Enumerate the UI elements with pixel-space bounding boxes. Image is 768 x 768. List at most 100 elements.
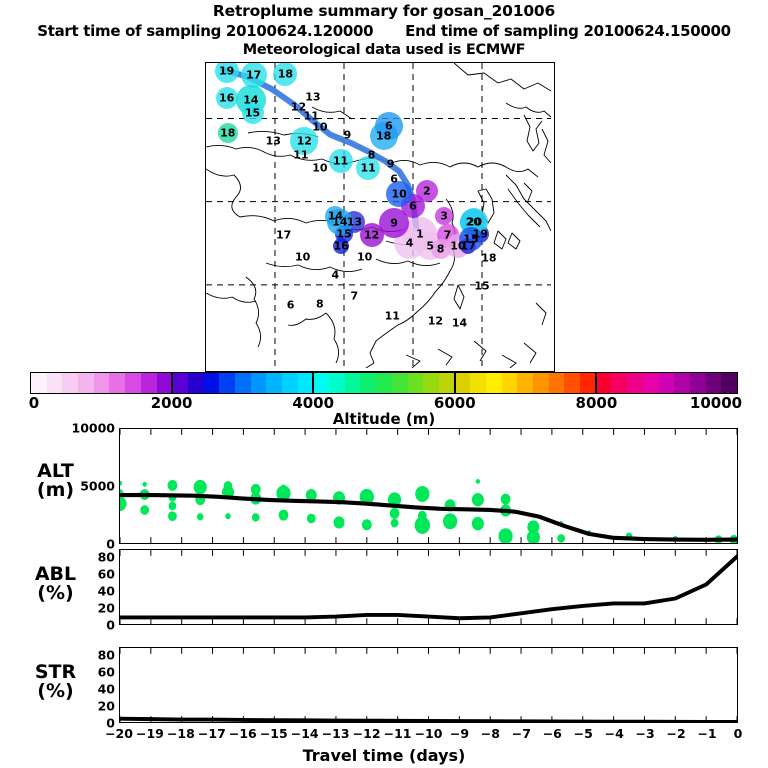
map-day-number: 18 (481, 251, 497, 265)
travel-time-tick-labels: −20 −19 −18 −17 −16 −15 −14 −13 −12 −11 −10 −9 −8 −7−… (105, 726, 742, 742)
colorbar-segment (125, 373, 141, 393)
alt-plot[interactable] (119, 428, 738, 544)
colorbar-segment (156, 373, 173, 393)
alt-label-line2: (m) (36, 479, 75, 502)
colorbar-divider (595, 372, 598, 394)
map-day-number: 8 (367, 148, 376, 161)
plume-centroid-marker (415, 180, 438, 203)
alt-scatter-dot (442, 513, 458, 530)
alt-scatter-dot (389, 507, 400, 519)
x-axis-tick-label: −2 (666, 726, 686, 741)
colorbar-segment (172, 373, 188, 393)
colorbar-segment (109, 373, 126, 393)
abl-plot[interactable] (119, 549, 738, 625)
alt-scatter-dot (333, 516, 345, 529)
altitude-colorbar[interactable] (30, 372, 738, 394)
map-day-number: 8 (316, 297, 324, 311)
alt-scatter-dot (527, 520, 540, 534)
colorbar-segment (627, 373, 643, 393)
x-axis-tick-label: 0 (733, 726, 743, 741)
x-axis-tick-label: −14 (290, 726, 319, 741)
str-plot[interactable] (119, 647, 738, 723)
map-day-number: 14 (327, 209, 344, 222)
x-axis-tick-label: −7 (511, 726, 531, 741)
abl-label-line1: ABL (34, 563, 77, 585)
colorbar-segment (140, 373, 157, 393)
map-day-number: 16 (219, 91, 235, 105)
map-day-number: 10 (312, 161, 328, 175)
map-day-number: 14 (451, 316, 468, 330)
sampling-time-row: Start time of sampling 20100624.120000 E… (0, 22, 768, 40)
alt-plot-graphics (120, 429, 737, 543)
map-day-number: 10 (294, 250, 311, 264)
map-day-number: 15 (463, 232, 479, 246)
gridline-layer (206, 63, 551, 368)
colorbar-segment (689, 373, 706, 393)
y-axis-tick-label: 10000 (71, 420, 116, 436)
y-axis-tick-label: 40 (97, 681, 115, 697)
map-day-number: 12 (427, 314, 444, 328)
colorbar-segment (611, 373, 628, 393)
plume-path-marker (374, 111, 403, 140)
x-axis-label: Travel time (days) (302, 746, 466, 765)
map-day-number: 11 (384, 309, 400, 323)
map-day-number: 13 (305, 90, 321, 104)
y-axis-tick-label: 60 (97, 566, 115, 582)
alt-scatter-dot (306, 513, 316, 524)
alt-scatter-dot (168, 501, 177, 511)
x-axis-tick-label: −9 (449, 726, 470, 741)
alt-scatter-dot (471, 516, 484, 531)
map-day-number: 16 (333, 239, 349, 253)
alt-scatter-dot (251, 513, 260, 522)
x-axis-tick-label: −17 (197, 726, 226, 741)
map-day-number: 11 (332, 154, 349, 168)
x-axis-tick-label: −3 (635, 726, 655, 741)
colorbar-tick-labels: 0 2000 4000 6000 8000 10000 (0, 394, 768, 412)
map-day-number: 15 (244, 106, 261, 120)
plume-path-marker (328, 148, 353, 173)
alt-scatter-dot (526, 529, 540, 543)
y-axis-tick-label: 80 (97, 549, 115, 565)
colorbar-tick-label: 0 (28, 394, 40, 412)
y-axis-tick-label: 80 (97, 647, 115, 663)
abl-label-line2: (%) (37, 582, 74, 605)
alt-scatter-dot (557, 534, 565, 543)
colorbar-tick-label: 6000 (433, 394, 476, 412)
colorbar-segment (46, 373, 63, 393)
alt-scatter-dot (168, 511, 177, 522)
x-axis-tick-label: −13 (321, 726, 350, 741)
alt-scatter-dot (500, 493, 511, 505)
x-axis-tick-label: −4 (604, 726, 624, 741)
map-day-number: 6 (390, 172, 398, 186)
colorbar-segment (485, 373, 502, 393)
map-day-number: 9 (343, 128, 352, 142)
colorbar-segment (266, 373, 282, 393)
plume-path-marker (241, 102, 264, 125)
plume-path-marker (217, 123, 238, 144)
colorbar-tick-label: 10000 (689, 394, 743, 412)
x-axis-tick-label: −20 (105, 726, 133, 741)
colorbar-segment (329, 373, 345, 393)
alt-scatter-dot (387, 492, 402, 507)
map-day-number: 5 (426, 239, 435, 253)
colorbar-segment (407, 373, 424, 393)
colorbar-segment (376, 373, 392, 393)
plume-centroid-marker (379, 208, 410, 239)
map-day-number: 13 (265, 134, 281, 148)
y-axis-tick-label: 0 (106, 536, 115, 552)
y-axis-tick-label: 20 (97, 698, 115, 714)
map-day-number: 20 (465, 215, 482, 229)
y-axis-tick-label: 0 (106, 715, 115, 731)
colorbar-segment (344, 373, 361, 393)
plume-centroid-marker (333, 238, 350, 254)
alt-panel-label: ALT (m) (8, 460, 103, 502)
str-plot-graphics (120, 648, 737, 722)
x-axis-tick-label: −15 (259, 726, 288, 741)
colorbar-segment (517, 373, 533, 393)
colorbar-segment (564, 373, 581, 393)
colorbar-segment (423, 373, 439, 393)
retroplume-map[interactable]: 1 2 3 4 5 6 7 8 9 10 11 12 13 14 15 16 17 18 19 20 19 17 18 16 1… (205, 62, 555, 372)
alt-scatter-dot (250, 483, 261, 495)
alt-label-line1: ALT (37, 460, 74, 482)
map-day-number: 17 (460, 239, 476, 253)
